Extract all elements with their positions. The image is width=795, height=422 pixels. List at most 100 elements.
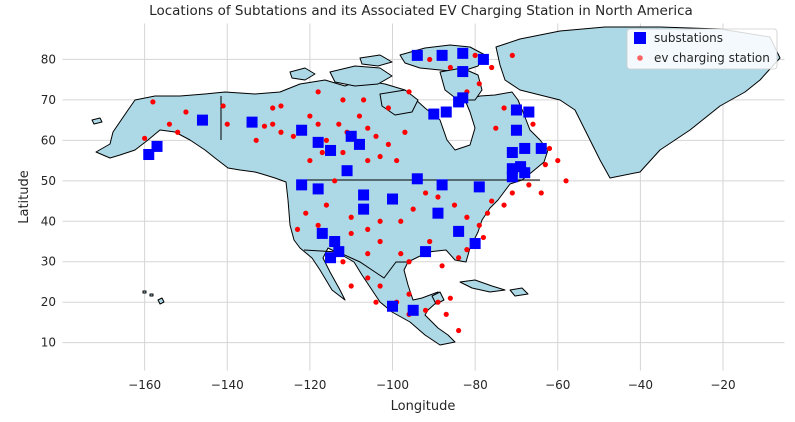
ev-charging-station-point: [278, 103, 284, 109]
substation-point: [453, 225, 465, 237]
substation-point: [477, 53, 489, 65]
ev-charging-station-point: [501, 105, 507, 111]
hawaii-shape: [157, 297, 165, 305]
substation-point: [515, 161, 527, 173]
y-tick-label-3: 40: [41, 214, 56, 228]
y-tick-label-7: 80: [41, 52, 56, 66]
x-axis-label: Longitude: [391, 399, 456, 414]
x-tick-label-3: −100: [376, 378, 409, 392]
ev-charging-station-point: [472, 52, 478, 58]
ev-charging-station-point: [406, 89, 412, 95]
substation-point: [453, 96, 465, 108]
yucatan-hint: [431, 291, 445, 305]
ev-charging-station-point: [307, 113, 313, 119]
substation-point: [387, 300, 399, 312]
ev-charging-station-point: [270, 121, 276, 127]
ev-charging-station-point: [526, 182, 532, 188]
x-tick-label-2: −120: [293, 378, 326, 392]
hispaniola-shape: [509, 287, 529, 297]
ev-charging-station-point: [456, 327, 462, 334]
ev-charging-station-point: [563, 178, 569, 184]
substation-point: [345, 130, 357, 142]
substation-point: [296, 179, 308, 191]
ev-charging-station-point: [476, 222, 482, 228]
substation-point: [519, 142, 531, 154]
ev-charging-station-point: [422, 307, 429, 313]
ev-charging-station-point: [340, 97, 346, 103]
ev-charging-station-point: [377, 283, 383, 289]
ev-charging-station-point: [509, 52, 515, 58]
substation-point: [358, 203, 370, 215]
substation-point: [457, 66, 469, 78]
cuba-shape: [459, 279, 506, 293]
ev-charging-station-point: [377, 238, 383, 245]
y-tick-label-5: 60: [41, 133, 56, 147]
ev-charging-station-point: [323, 137, 330, 143]
substation-point: [407, 304, 419, 316]
ev-charging-station-point: [398, 218, 404, 224]
ev-charging-station-point: [447, 64, 453, 71]
legend-substation-marker: [634, 32, 646, 44]
substation-point: [296, 124, 308, 136]
ev-charging-station-point: [365, 251, 371, 257]
y-tick-label-6: 70: [41, 93, 56, 107]
substation-point: [510, 124, 522, 136]
legend-substation-label: substations: [654, 31, 723, 45]
legend: substations ev charging station: [626, 28, 778, 70]
ev-charging-station-point: [150, 99, 156, 105]
ev-charging-station-point: [183, 109, 189, 115]
ev-charging-station-point: [220, 103, 226, 109]
ev-charging-station-point: [348, 230, 354, 237]
y-tick-labels: 10 20 30 40 50 60 70 80: [41, 52, 56, 349]
ev-charging-station-point: [377, 153, 383, 160]
x-tick-label-0: −160: [128, 378, 161, 392]
y-tick-label-1: 20: [41, 295, 56, 309]
mainland-shape: [95, 79, 549, 346]
legend-box: [626, 28, 778, 70]
substation-point: [312, 183, 324, 195]
ev-charging-station-point: [261, 123, 268, 129]
ev-charging-station-point: [509, 190, 515, 196]
ev-charging-station-point: [315, 222, 321, 228]
ev-charging-station-point: [447, 295, 453, 301]
ev-charging-station-point: [340, 259, 346, 265]
substation-point: [151, 140, 163, 152]
ev-charging-station-point: [451, 202, 458, 208]
substation-point: [510, 104, 522, 116]
ev-charging-station-point: [373, 299, 379, 305]
substation-point: [436, 49, 448, 61]
y-tick-label-0: 10: [41, 336, 56, 350]
substation-point: [353, 138, 365, 150]
ev-charging-station-point: [394, 157, 400, 164]
ev-charging-station-point: [356, 113, 363, 119]
ev-charging-station-point: [435, 299, 441, 305]
ev-charging-station-point: [166, 121, 173, 127]
ev-charging-station-point: [377, 218, 383, 224]
legend-ev-marker: [637, 55, 643, 61]
substation-point: [143, 149, 155, 161]
ev-charging-station-point: [464, 214, 470, 220]
ev-charging-station-point: [476, 81, 482, 87]
substation-point: [469, 238, 481, 250]
y-axis-label: Latitude: [17, 170, 32, 224]
x-tick-label-5: −60: [545, 378, 570, 392]
ev-charging-station-point: [464, 247, 470, 253]
ev-charging-station-point: [278, 129, 284, 135]
ev-charging-station-point: [307, 157, 313, 164]
substation-point: [473, 181, 485, 193]
substation-point: [506, 171, 518, 183]
substation-point: [428, 108, 440, 120]
arctic-island-5: [289, 67, 316, 81]
ev-charging-station-point: [538, 190, 544, 196]
ev-charging-station-point: [435, 194, 441, 200]
ev-charging-station-point: [303, 210, 309, 216]
substation-point: [329, 236, 341, 248]
ev-charging-station-point: [175, 129, 181, 135]
x-tick-label-6: −40: [628, 378, 653, 392]
substation-point: [436, 179, 448, 191]
ev-charging-station-point: [493, 125, 499, 131]
substation-point: [440, 106, 452, 118]
substation-point: [411, 49, 423, 61]
ev-charging-station-point: [489, 64, 495, 71]
